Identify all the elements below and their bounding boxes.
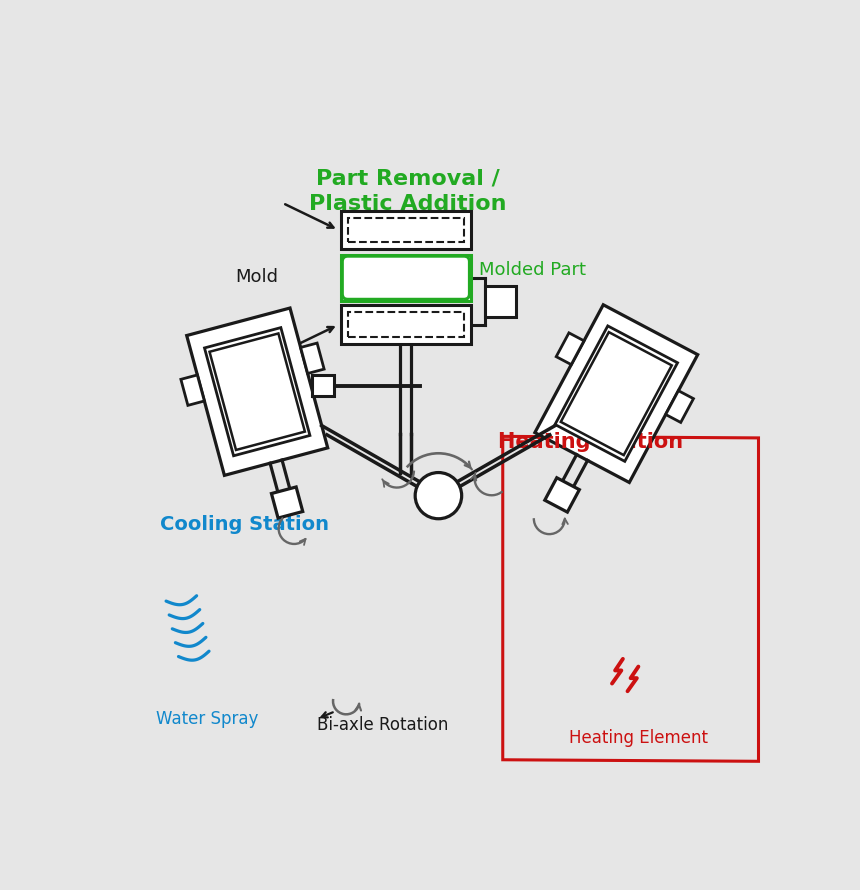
Text: Heating Element: Heating Element bbox=[569, 729, 708, 748]
Text: Part Removal /
Plastic Addition: Part Removal / Plastic Addition bbox=[310, 168, 507, 214]
Text: Molded Part: Molded Part bbox=[479, 261, 586, 279]
Polygon shape bbox=[555, 485, 573, 498]
Circle shape bbox=[415, 473, 462, 519]
Bar bbox=[312, 375, 334, 396]
Bar bbox=[485, 286, 516, 317]
Polygon shape bbox=[187, 308, 328, 475]
Polygon shape bbox=[666, 391, 693, 423]
Polygon shape bbox=[277, 494, 295, 504]
Polygon shape bbox=[301, 343, 324, 374]
Bar bbox=[347, 312, 464, 337]
Polygon shape bbox=[181, 375, 205, 405]
Polygon shape bbox=[272, 487, 303, 518]
FancyBboxPatch shape bbox=[342, 256, 470, 299]
Polygon shape bbox=[535, 304, 697, 482]
Bar bbox=[341, 211, 471, 249]
Text: Bi-axle Rotation: Bi-axle Rotation bbox=[317, 716, 448, 734]
Text: Cooling Station: Cooling Station bbox=[160, 515, 329, 534]
Bar bbox=[347, 218, 464, 242]
Polygon shape bbox=[556, 333, 584, 365]
Polygon shape bbox=[205, 328, 310, 456]
Polygon shape bbox=[555, 326, 678, 461]
Bar bbox=[341, 255, 471, 301]
Polygon shape bbox=[544, 478, 580, 512]
Text: Mold: Mold bbox=[235, 269, 278, 287]
Text: Heating Station: Heating Station bbox=[498, 432, 683, 452]
Text: Water Spray: Water Spray bbox=[156, 710, 258, 728]
Bar bbox=[341, 305, 471, 344]
